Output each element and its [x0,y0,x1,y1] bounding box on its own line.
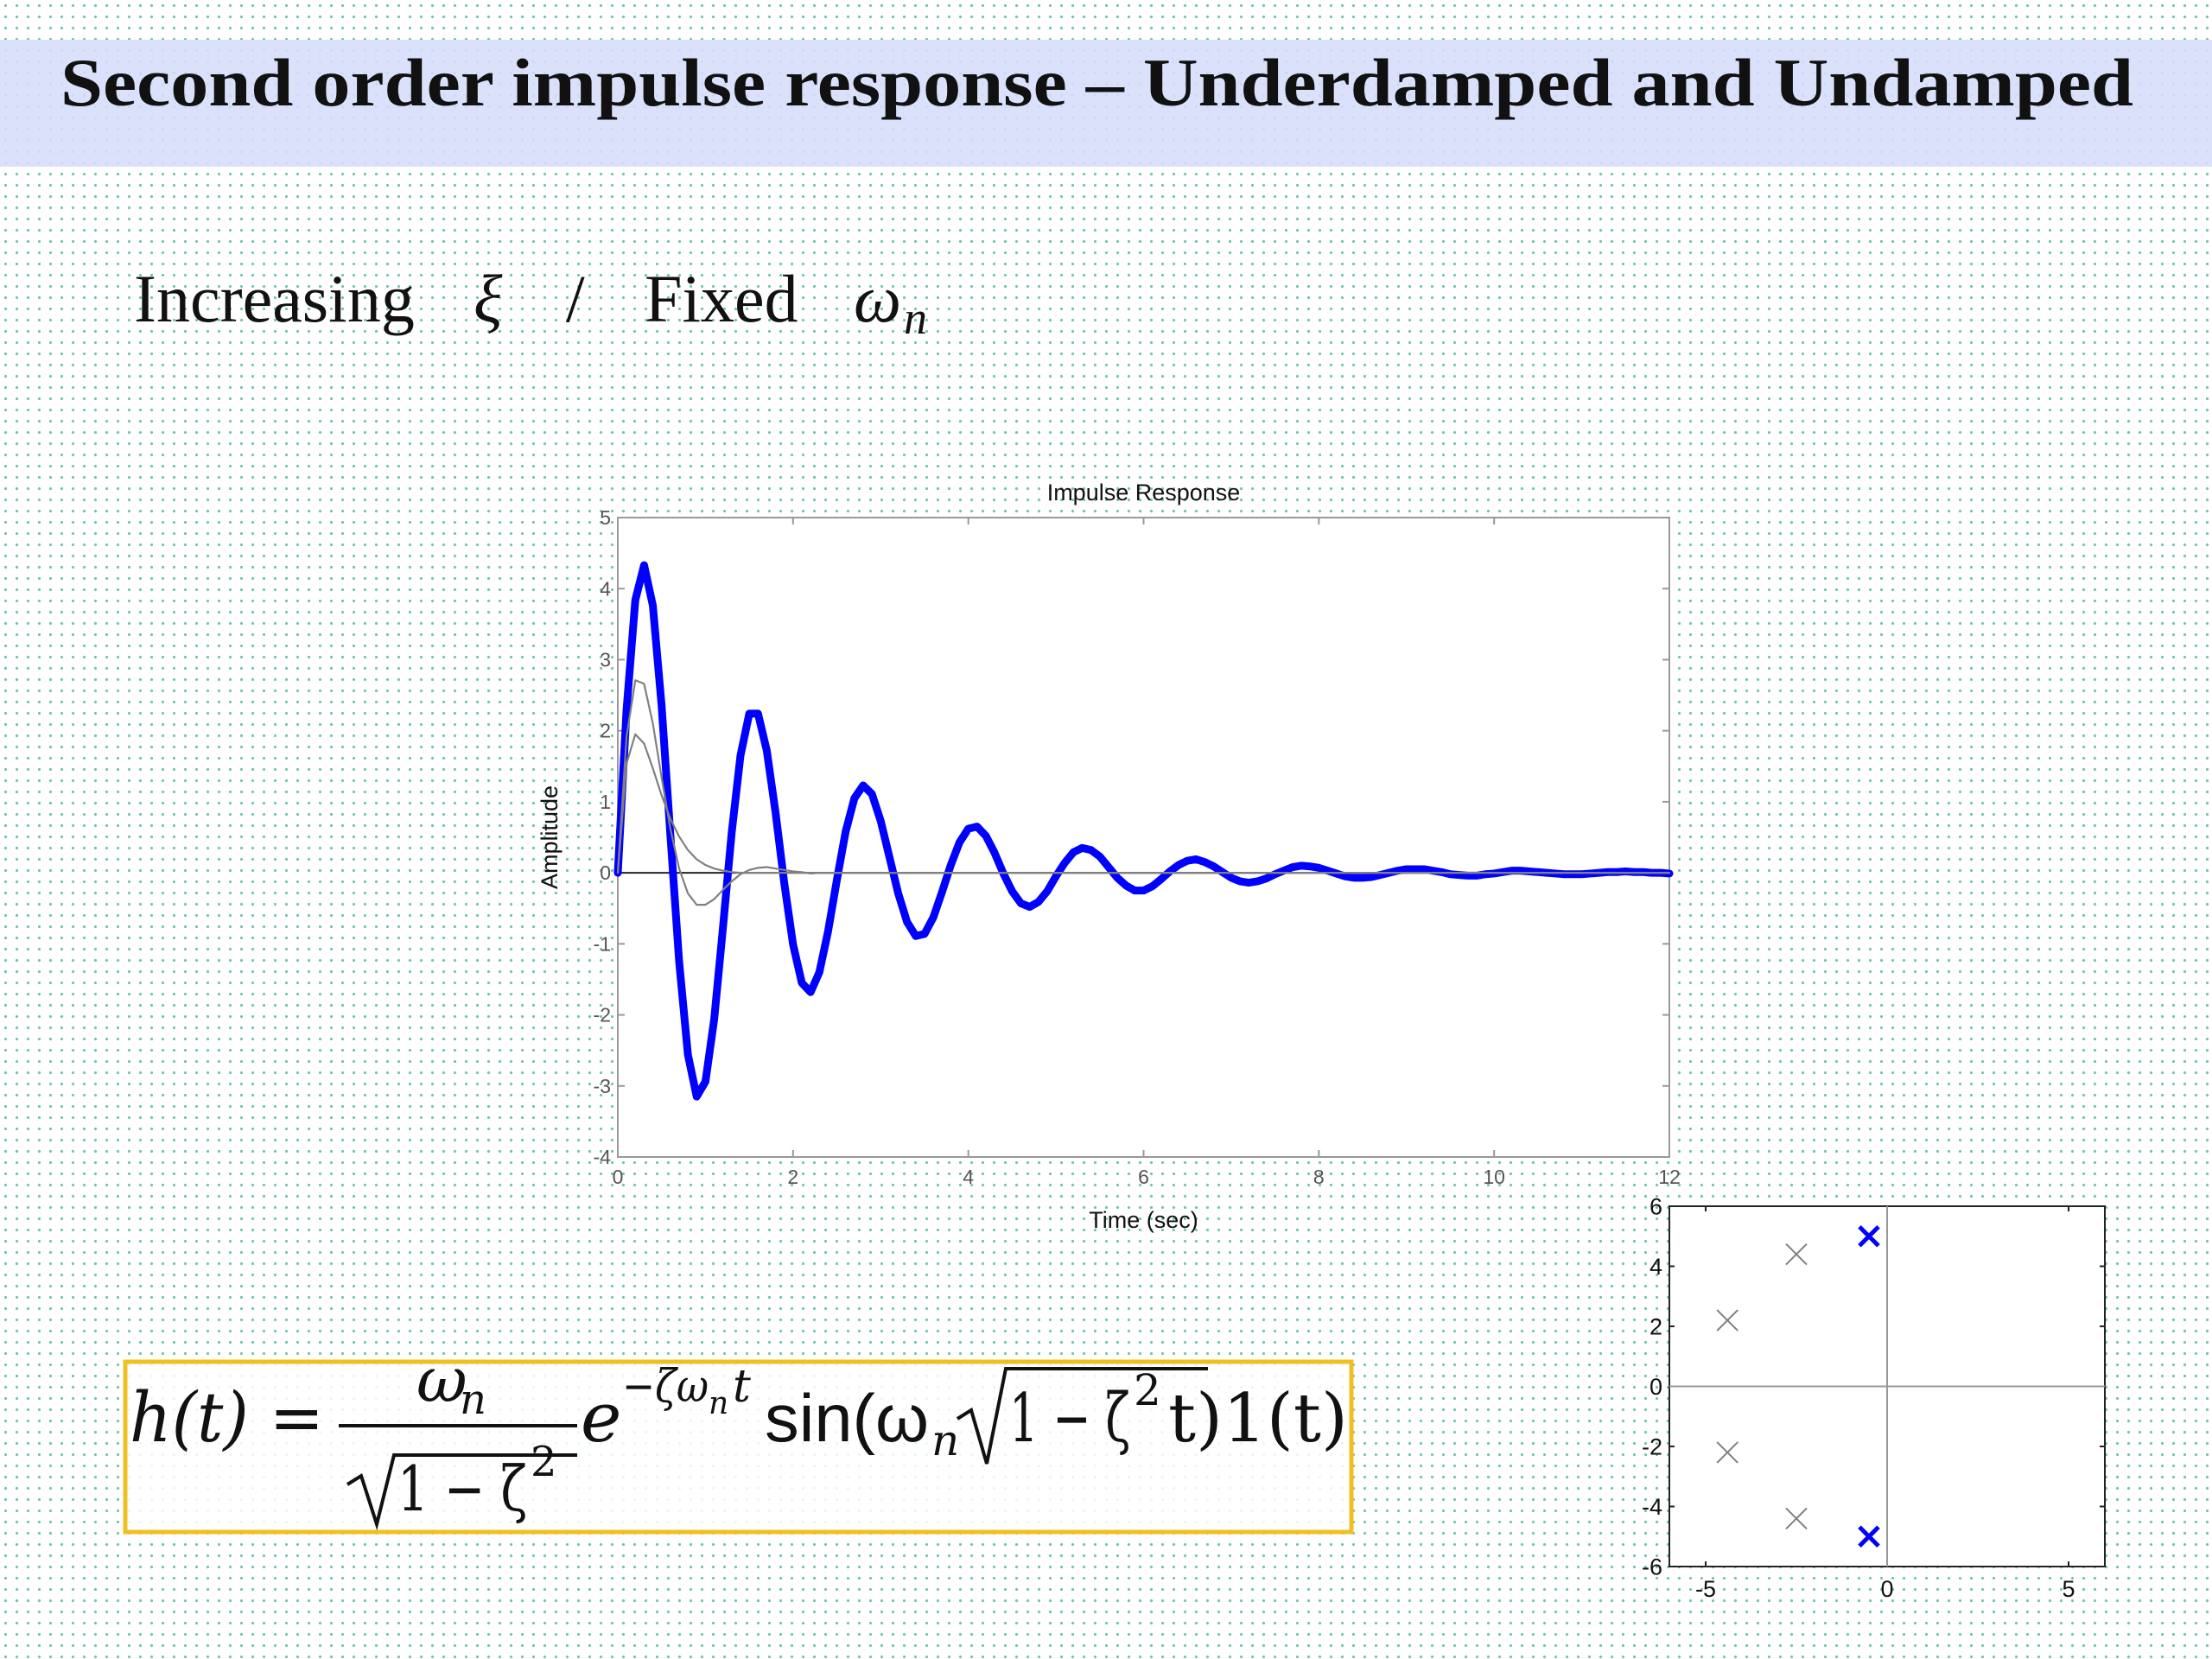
y-tick-label: 4 [600,577,611,600]
y-tick-label: 3 [600,648,611,671]
x-axis-label: Time (sec) [1089,1207,1198,1233]
subtitle: Increasing ξ / Fixed ω n [134,261,927,344]
formula-lhs: h(t) = [130,1377,324,1458]
y-tick-label: 0 [600,861,611,884]
pole-marker [1716,1441,1738,1464]
title-band [0,40,2212,167]
subtitle-symbol: ω [854,261,901,336]
y-tick-label: 1 [600,791,611,813]
formula-term: t)1(t) [1168,1380,1348,1458]
y-tick-label: -6 [1642,1554,1662,1580]
series-line [616,733,1671,874]
y-tick-label: 0 [1649,1374,1662,1400]
radical [956,1367,1208,1465]
x-tick-label: 6 [1138,1166,1149,1188]
chart: -5 0 5 -6 -4 -2 0 2 4 6 [1642,1193,2106,1602]
formula-box [123,1359,1354,1535]
x-tick-label: 10 [1483,1166,1505,1188]
formula-symbol: ω [416,1344,467,1416]
subtitle-subscript: n [904,292,927,344]
pole-marker [1785,1243,1808,1266]
pole-marker [1716,1309,1738,1332]
chart: Impulse Response Time (sec) Amplitude 0 2 4 6 8… [537,480,1681,1233]
y-tick-label: -2 [594,1004,611,1027]
y-tick-label: 6 [1649,1193,1662,1219]
formula-term: sin(ω [765,1380,929,1456]
formula-superscript: 2 [531,1438,557,1486]
y-tick-label: -3 [594,1075,611,1097]
chart-title: Impulse Response [1047,480,1241,505]
x-tick-label: 5 [2062,1576,2075,1602]
subtitle-word: Fixed [645,261,798,336]
formula-subscript: n [709,1386,728,1421]
y-tick-label: 2 [600,720,611,742]
y-tick-label: -4 [1642,1494,1662,1520]
y-tick-label: -2 [1642,1433,1662,1459]
plot-area [617,517,1670,1158]
formula-subscript: n [931,1415,959,1465]
slide-title: Second order impulse response – Underdam… [60,45,2133,120]
y-tick-label: 4 [1649,1254,1662,1280]
formula-exponent: −ζω [622,1361,709,1413]
x-tick-label: 4 [963,1166,974,1188]
formula-term: 1 − ζ [397,1452,527,1525]
y-tick-label: -1 [594,932,611,955]
formula-superscript: 2 [1134,1365,1161,1415]
x-tick-label: -5 [1695,1576,1716,1602]
formula-subscript: n [460,1376,486,1424]
y-axis-label: Amplitude [537,785,563,889]
y-tick-label: 5 [600,506,611,529]
y-tick-label: -4 [594,1146,612,1168]
pole-marker [1858,1224,1880,1248]
formula-symbol: e [581,1377,621,1458]
x-tick-label: 0 [1880,1576,1893,1602]
subtitle-word: Increasing [134,261,415,336]
y-tick-label: 2 [1649,1313,1662,1339]
pole-marker [1858,1525,1880,1548]
x-tick-label: 2 [787,1166,798,1188]
x-tick-label: 8 [1313,1166,1325,1188]
subtitle-separator: / [566,261,585,336]
x-tick-label: 12 [1658,1166,1681,1188]
formula-term: 1 − ζ [1009,1380,1130,1458]
subtitle-symbol: ξ [474,261,503,336]
radical [346,1453,577,1531]
formula: h(t) = ω n 1 − ζ 2 e −ζω n t sin(ω n 1 −… [123,1344,1354,1535]
pole-marker [1785,1507,1808,1530]
formula-exponent: t [733,1361,751,1413]
x-tick-label: 0 [613,1166,624,1188]
